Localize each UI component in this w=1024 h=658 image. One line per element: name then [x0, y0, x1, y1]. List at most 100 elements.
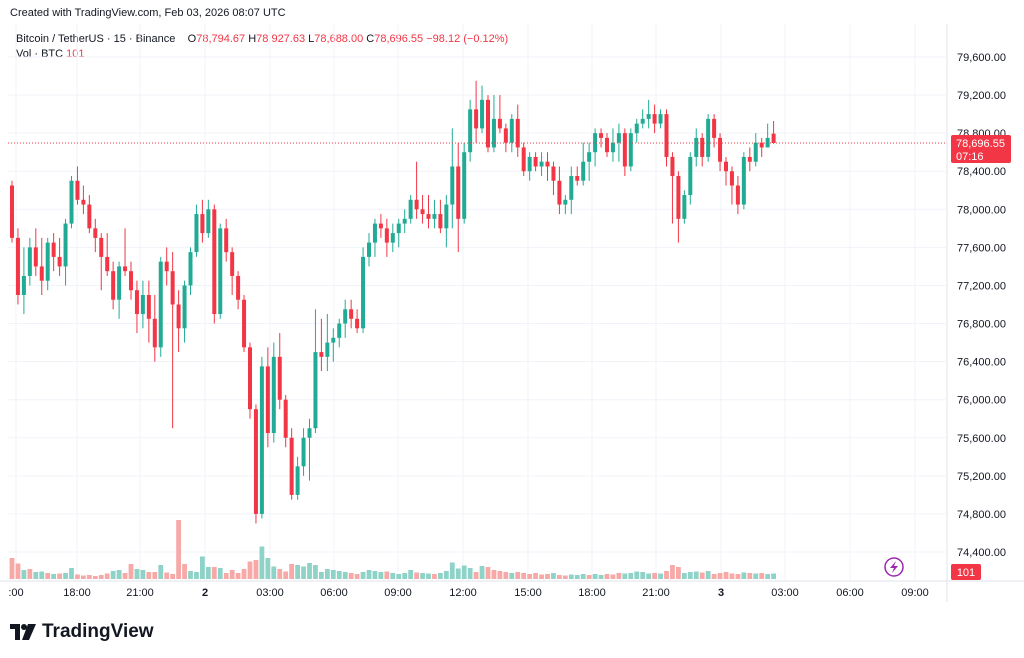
lightning-icon[interactable]: [884, 557, 904, 577]
time-tick-label: 3: [718, 587, 724, 599]
volume-bar: [158, 565, 164, 579]
candle-body: [378, 223, 383, 229]
volume-bar: [98, 575, 104, 579]
time-tick-label: 09:00: [384, 587, 412, 599]
candle-body: [325, 342, 330, 357]
change-value: −98.12 (−0.12%): [426, 33, 509, 45]
candle-body: [283, 399, 288, 438]
volume-bar: [420, 573, 425, 579]
volume-bar: [301, 566, 306, 579]
volume-bar: [330, 570, 336, 579]
candle-body: [390, 233, 395, 243]
price-tick-label: 78,000.00: [957, 204, 1006, 216]
candle-body: [575, 175, 580, 181]
symbol-label[interactable]: Bitcoin / TetherUS · 15 · Binance: [16, 33, 176, 45]
candle-body: [39, 266, 44, 281]
candle-body: [51, 242, 56, 257]
candle-body: [10, 185, 14, 238]
candle-body: [420, 209, 425, 215]
candles: [10, 80, 776, 524]
volume-bar: [164, 572, 170, 579]
time-tick-label: 09:00: [901, 587, 929, 599]
candle-body: [694, 137, 699, 157]
candle-body: [670, 156, 675, 176]
volume-bar: [390, 573, 396, 579]
candle-body: [706, 118, 711, 157]
candle-body: [753, 142, 758, 162]
candle-body: [414, 199, 419, 210]
volume-bar: [402, 573, 408, 579]
volume-bar: [104, 573, 110, 579]
volume-bar: [146, 572, 152, 579]
volume-bar: [426, 573, 431, 579]
candle-body: [176, 304, 181, 329]
candle-body: [21, 275, 26, 295]
candle-body: [81, 199, 86, 205]
volume-bar: [223, 573, 229, 579]
volume-bar: [128, 564, 134, 579]
volume-bar: [574, 575, 580, 579]
tradingview-logo[interactable]: TradingView: [10, 621, 154, 643]
volume-bar: [539, 574, 544, 579]
candle-body: [741, 156, 746, 205]
candle-body: [170, 271, 175, 305]
brand-name: TradingView: [42, 621, 154, 642]
time-tick-label: 06:00: [836, 587, 864, 599]
volume-bar: [557, 575, 562, 579]
volume-bar: [33, 572, 39, 579]
price-tick-label: 77,600.00: [957, 242, 1006, 254]
candle-body: [468, 109, 473, 153]
last-price-label: 78,696.55: [956, 138, 1005, 150]
volume-bar: [735, 574, 741, 579]
candle-body: [384, 228, 389, 243]
candle-body: [253, 409, 258, 514]
candle-body: [646, 114, 651, 119]
volume-bar: [348, 573, 354, 579]
candle-body: [158, 261, 163, 348]
volume-bar: [247, 561, 253, 579]
candle-body: [188, 252, 193, 286]
candle-body: [259, 366, 264, 514]
volume-bar: [711, 574, 717, 579]
candle-body: [236, 275, 241, 300]
candle-body: [349, 309, 354, 319]
candle-body: [313, 352, 318, 429]
volume-bar: [15, 563, 21, 579]
volume-bar: [580, 574, 586, 579]
volume-bar: [372, 571, 378, 579]
volume-bar: [271, 566, 277, 579]
volume-bar: [461, 565, 467, 579]
volume-bar: [765, 574, 771, 579]
candle-body: [111, 271, 116, 300]
candle-body: [129, 271, 133, 291]
volume-bar: [241, 569, 247, 579]
candle-body: [551, 166, 556, 181]
candle-body: [622, 133, 627, 167]
candle-body: [593, 133, 598, 153]
candle-body: [230, 252, 235, 276]
candle-body: [194, 214, 199, 253]
volume-bar: [194, 572, 199, 579]
chart-legend: Bitcoin / TetherUS · 15 · Binance O78,79…: [16, 32, 508, 62]
candle-body: [569, 175, 574, 200]
candle-body: [218, 228, 223, 315]
countdown-label: 07:16: [956, 151, 984, 163]
price-tick-label: 75,200.00: [957, 471, 1006, 483]
candle-body: [658, 114, 663, 124]
volume-bar: [551, 573, 556, 579]
low-label: L: [308, 33, 315, 45]
volume-bar: [253, 560, 259, 579]
price-tick-label: 79,600.00: [957, 52, 1006, 64]
price-tick-label: 75,600.00: [957, 433, 1006, 445]
candle-body: [735, 185, 740, 205]
volume-bar: [640, 572, 646, 579]
volume-bar: [324, 569, 330, 579]
candle-body: [628, 133, 633, 167]
volume-badge: [951, 564, 981, 580]
volume-bar: [295, 565, 300, 579]
time-tick-label: 15:00: [514, 587, 542, 599]
close-value: 78,696.55: [374, 33, 424, 45]
candle-body: [729, 171, 734, 186]
volume-bar: [205, 567, 211, 579]
